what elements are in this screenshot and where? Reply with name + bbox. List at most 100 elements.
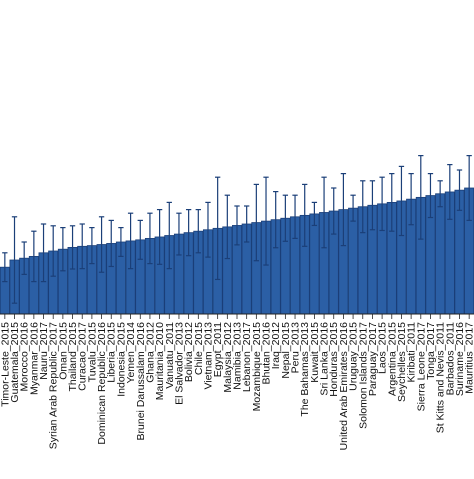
error-bar-41 [398,165,405,237]
x-tick-label-13: Yemen_2014 [125,322,137,384]
error-bar-42 [408,173,414,226]
x-axis [0,313,474,319]
x-tick-label-33: Sri Lanka_2016 [319,322,331,396]
x-tick-label-39: Laos_2015 [377,322,389,374]
x-tick-labels: Timor-Leste_2015Guatemala_2015Morocco_20… [0,322,474,451]
x-tick-label-9: Tuvalu_2015 [86,322,98,382]
error-bar-48 [466,155,472,221]
error-bar-35 [340,173,347,247]
error-bar-11 [108,219,114,268]
x-tick-label-21: Vietnam_2013 [202,322,214,390]
x-tick-label-6: Oman_2015 [57,322,69,380]
error-bar-18 [176,212,182,256]
x-tick-label-19: Bolivia_2012 [183,322,195,382]
error-bar-39 [379,176,385,232]
x-tick-label-11: Liberia_2015 [106,322,118,383]
x-tick-label-5: Syrian Arab Republic_2017 [48,322,60,449]
x-tick-label-42: Kiribati_2011 [406,322,418,383]
x-tick-label-47: Suriname_2016 [454,322,466,396]
x-tick-label-28: Iraq_2012 [270,322,282,369]
error-bar-13 [127,212,134,270]
x-tick-label-31: The Bahamas_2013 [299,322,311,417]
x-tick-label-41: Seychelles_2015 [396,322,408,402]
error-bar-46 [447,164,453,220]
x-tick-label-24: Namibia_2013 [232,322,244,390]
error-bar-1 [11,216,18,304]
error-bar-9 [89,227,95,265]
error-bar-24 [234,205,240,246]
x-tick-label-16: Mauritania_2010 [154,322,166,400]
error-bar-6 [60,227,66,272]
error-bar-31 [302,183,308,247]
error-bar-14 [137,219,143,260]
x-tick-label-46: Barbados_2011 [444,322,456,396]
error-bar-7 [69,225,76,270]
x-tick-label-29: Nepal_2015 [280,322,292,379]
x-tick-label-0: Timor-Leste_2015 [0,322,11,407]
bars [0,187,474,315]
x-tick-label-32: Kuwait_2015 [309,322,321,383]
x-tick-label-18: El Salvador_2013 [173,322,185,405]
error-bar-38 [369,180,376,231]
error-bar-12 [118,227,124,257]
x-tick-label-7: Thailand_2015 [67,322,79,392]
error-bar-23 [224,194,230,260]
x-tick-label-3: Myanmar_2016 [28,322,40,395]
x-tick-label-36: Uruguay_2015 [348,322,360,391]
x-tick-label-30: Peru_2013 [290,322,302,374]
x-tick-label-38: Paraguay_2017 [367,322,379,396]
bar-36 [348,207,359,315]
x-tick-label-8: Curacao_2017 [77,322,89,391]
error-bar-2 [21,241,27,275]
error-bar-15 [147,212,153,265]
error-bar-16 [156,209,163,265]
error-bar-32 [311,201,318,227]
x-tick-label-4: Nauru_2017 [38,322,50,380]
error-bar-19 [185,209,192,257]
error-bar-8 [79,223,85,270]
error-bar-27 [263,176,269,266]
x-tick-label-35: United Arab Emirates_2016 [338,322,350,451]
error-bar-45 [437,180,443,208]
bar-32 [309,213,320,315]
error-bars [2,155,472,304]
x-tick-label-37: Solomon Islands_2017 [357,322,369,429]
error-bar-44 [427,173,434,219]
x-tick-label-25: Lebanon_2017 [241,322,253,392]
error-bar-29 [282,194,289,242]
error-bar-37 [360,180,366,234]
error-bar-28 [273,191,279,249]
error-bar-10 [98,216,105,273]
x-tick-label-22: Egypt_2011 [212,322,224,377]
x-tick-label-45: St Kitts and Nevis_2011 [435,322,447,433]
error-bar-47 [456,169,463,211]
error-bar-26 [253,183,260,262]
error-bar-30 [292,194,298,239]
error-bar-40 [389,173,395,232]
x-tick-label-20: Chile_2015 [193,322,205,375]
error-bar-34 [331,187,337,235]
x-tick-label-23: Malaysia_2012 [222,322,234,393]
bar-45 [435,193,446,315]
x-tick-label-27: Bhutan_2016 [261,322,273,385]
error-bar-17 [166,201,172,270]
x-tick-label-14: Brunei Darussalam_2016 [135,322,147,441]
error-bar-20 [195,209,201,254]
error-bar-5 [50,225,56,277]
x-tick-label-2: Morocco_2016 [19,322,31,392]
x-tick-label-40: Argentina_2015 [386,322,398,396]
x-tick-label-43: Sierra Leone_2017 [415,322,427,411]
x-tick-label-15: Ghana_2012 [144,322,156,383]
error-bar-33 [321,176,327,249]
error-bar-43 [418,155,424,240]
x-tick-label-44: Tonga_2017 [425,322,437,380]
error-bar-0 [2,252,8,283]
x-tick-label-34: Honduras_2015 [328,322,340,397]
x-tick-label-1: Guatemala_2015 [9,322,21,403]
error-bar-4 [40,223,47,283]
error-bar-36 [350,194,356,222]
error-bar-25 [244,205,250,243]
error-bar-3 [31,230,37,283]
